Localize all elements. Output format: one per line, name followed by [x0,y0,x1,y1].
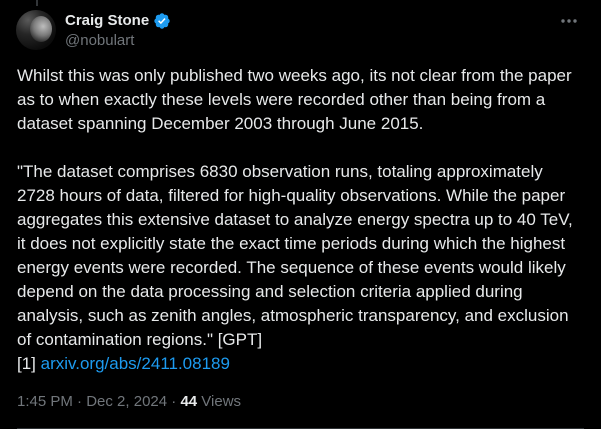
verified-badge-icon[interactable] [153,12,171,30]
thread-connector-line [36,0,38,6]
reference-prefix: [1] [17,354,41,373]
avatar[interactable] [16,10,56,50]
more-options-icon[interactable] [557,12,581,30]
views-count[interactable]: 44 [180,393,198,410]
author-handle[interactable]: @nobulart [65,32,135,49]
author-name-row: Craig Stone [65,11,171,31]
tweet-paragraph-2: "The dataset comprises 6830 observation … [17,162,573,349]
tweet-reference: [1] arxiv.org/abs/2411.08189 [17,352,585,376]
meta-separator: · [72,393,87,410]
paragraph-spacer [17,136,585,160]
tweet-metadata: 1:45 PM · Dec 2, 2024 · 44 Views [17,392,241,412]
views-label[interactable]: Views [197,393,242,410]
meta-separator-2: · [167,393,181,410]
tweet-text: Whilst this was only published two weeks… [17,64,585,376]
tweet-paragraph-1: Whilst this was only published two weeks… [17,66,572,133]
tweet-time[interactable]: 1:45 PM [17,393,73,410]
arxiv-link[interactable]: arxiv.org/abs/2411.08189 [40,354,230,373]
tweet-date[interactable]: Dec 2, 2024 [86,393,168,410]
author-display-name[interactable]: Craig Stone [65,12,150,29]
avatar-moon-image [30,16,52,42]
